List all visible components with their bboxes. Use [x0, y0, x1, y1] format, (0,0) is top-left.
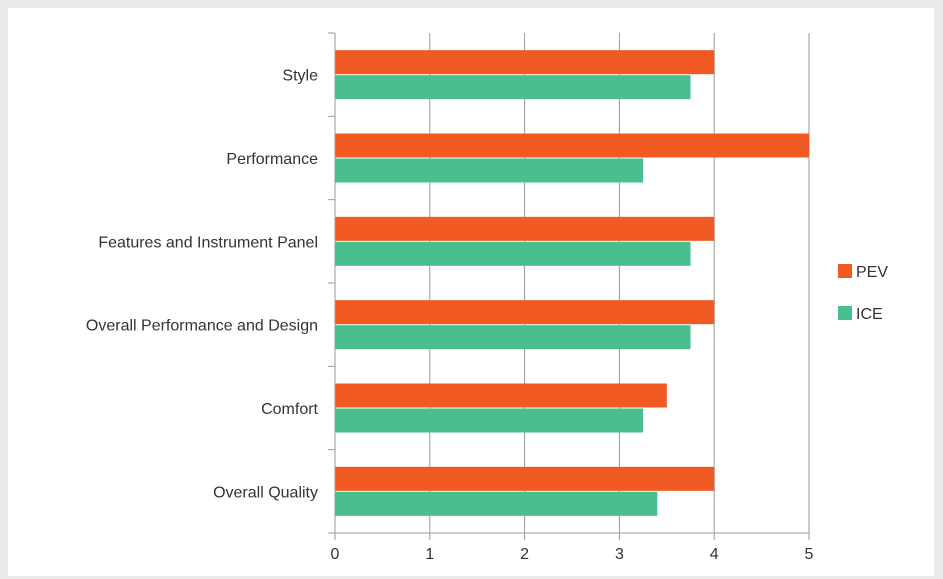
- bar-ice-features-and-instrument-panel: [335, 241, 691, 266]
- category-label-comfort: Comfort: [261, 401, 318, 418]
- x-tick-label-0: 0: [331, 546, 340, 563]
- gridlines: [429, 33, 810, 533]
- category-labels: Style Performance Features and Instrument …: [86, 68, 319, 502]
- bar-pev-overall-quality: [335, 466, 715, 491]
- bar-pev-performance: [335, 133, 809, 158]
- bar-ice-comfort: [335, 408, 644, 433]
- x-tick-label-2: 2: [520, 546, 529, 563]
- bar-ice-overall-quality: [335, 491, 658, 516]
- legend-label-ice: ICE: [856, 306, 883, 323]
- legend-swatch-pev: [838, 264, 852, 278]
- x-tick-label-1: 1: [425, 546, 434, 563]
- axes: [328, 32, 810, 540]
- category-label-overall-performance-and-design: Overall Performance and Design: [86, 318, 318, 335]
- bar-ice-overall-performance-and-design: [335, 325, 691, 350]
- bar-ice-style: [335, 75, 691, 100]
- bar-pev-style: [335, 50, 715, 75]
- category-label-overall-quality: Overall Quality: [213, 484, 318, 501]
- bar-ice-performance: [335, 158, 644, 183]
- x-tick-label-5: 5: [805, 546, 814, 563]
- legend: PEV ICE: [838, 264, 888, 323]
- x-tick-label-4: 4: [710, 546, 719, 563]
- category-label-style: Style: [282, 68, 318, 85]
- x-tick-label-3: 3: [615, 546, 624, 563]
- category-label-performance: Performance: [226, 151, 318, 168]
- category-label-features-and-instrument-panel: Features and Instrument Panel: [98, 234, 318, 251]
- bar-pev-overall-performance-and-design: [335, 300, 715, 325]
- bar-pev-comfort: [335, 383, 667, 408]
- bar-pev-features-and-instrument-panel: [335, 216, 715, 241]
- legend-swatch-ice: [838, 306, 852, 320]
- bars: [335, 50, 809, 516]
- x-tick-labels: 0 1 2 3 4 5: [331, 546, 814, 563]
- legend-label-pev: PEV: [856, 264, 888, 281]
